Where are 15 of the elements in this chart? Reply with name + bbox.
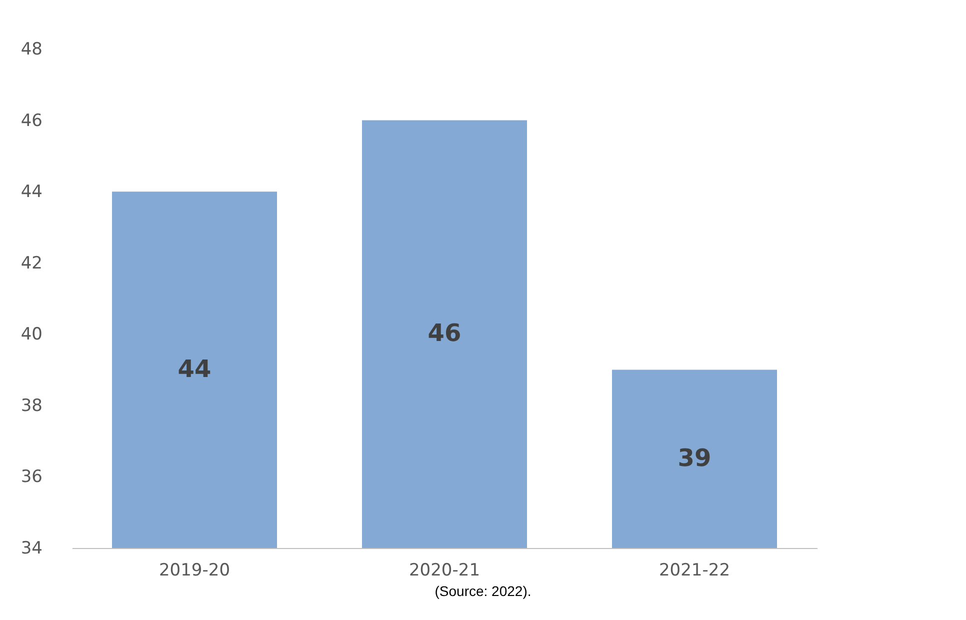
y-tick-label: 34 [20,538,42,558]
data-label: 39 [678,444,712,472]
x-tick-label: 2020-21 [408,560,480,580]
data-label: 46 [428,319,462,348]
y-tick-label: 36 [20,467,42,488]
x-tick-label: 2021-22 [658,560,730,580]
y-tick-label: 38 [20,396,42,416]
y-tick-label: 46 [20,110,42,131]
y-tick-label: 42 [20,253,42,274]
x-tick-label: 2019-20 [158,560,230,580]
text: (Source: 2022). [434,583,532,599]
y-tick-label: 44 [20,182,42,202]
y-tick-label: 48 [20,40,42,60]
data-label: 44 [178,354,212,383]
y-tick-label: 40 [20,324,42,345]
